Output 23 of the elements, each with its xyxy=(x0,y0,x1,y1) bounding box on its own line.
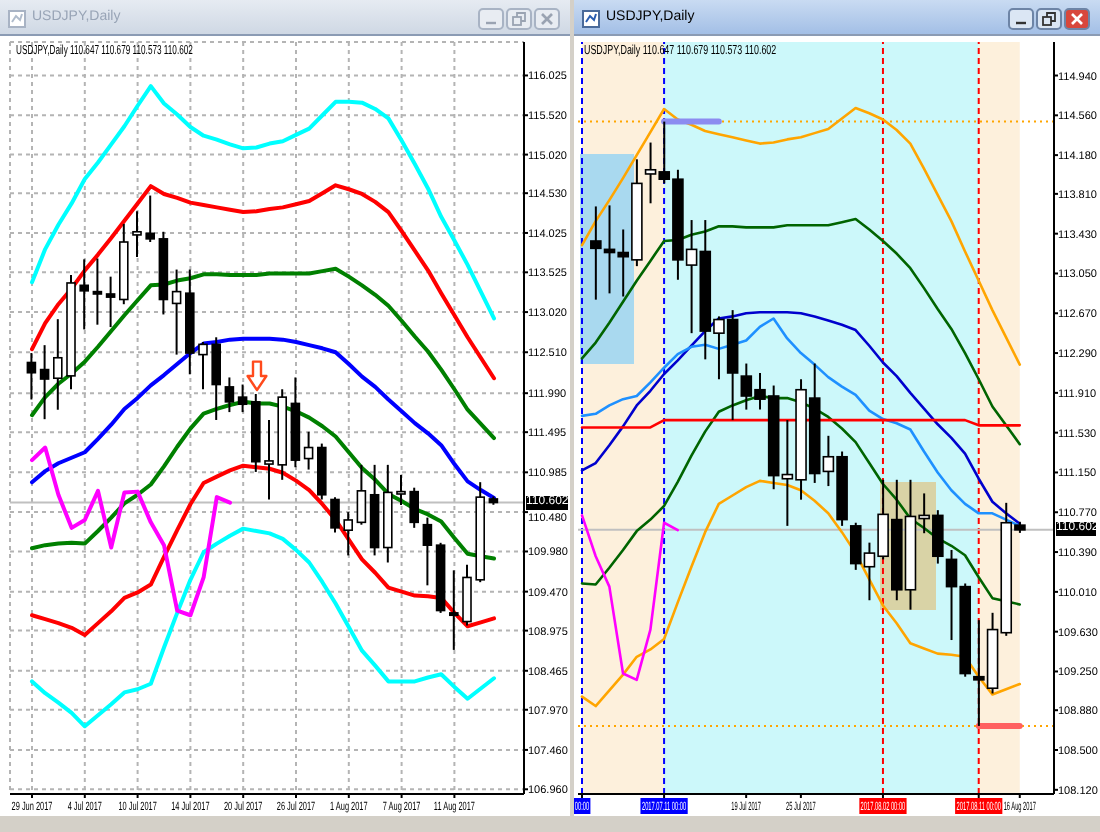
candlestick xyxy=(317,442,327,501)
line-series xyxy=(30,84,496,321)
candlestick xyxy=(224,376,235,414)
candlestick xyxy=(105,275,116,329)
candlestick xyxy=(39,344,50,421)
line-series xyxy=(30,183,496,381)
candlestick xyxy=(356,463,367,526)
candlestick xyxy=(171,268,182,356)
candlestick xyxy=(237,383,248,414)
line-series xyxy=(30,463,496,637)
candlestick xyxy=(92,257,103,326)
candlestick xyxy=(303,430,314,471)
line-series xyxy=(580,514,680,682)
candlestick xyxy=(422,516,433,587)
line-series xyxy=(30,336,496,500)
line-series xyxy=(580,217,1022,446)
line-series xyxy=(30,266,496,441)
line-series xyxy=(30,399,496,561)
line-series xyxy=(30,445,232,618)
candlestick xyxy=(590,205,602,301)
line-series xyxy=(30,526,496,729)
line-series xyxy=(580,479,1022,708)
candlestick xyxy=(26,352,37,401)
